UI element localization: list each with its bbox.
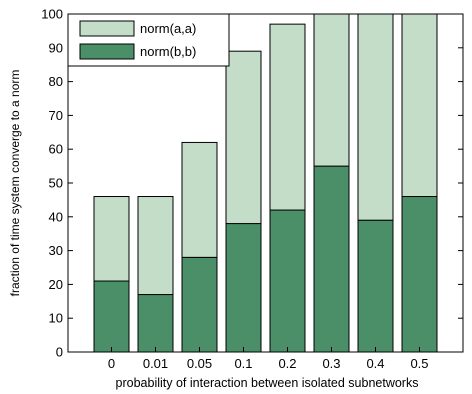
y-tick-label-2: 20 xyxy=(49,277,63,292)
x-tick-label-6: 0.4 xyxy=(366,356,384,371)
bar-norm-b-b-0 xyxy=(93,280,130,353)
bar-norm-a-a-4 xyxy=(269,23,306,211)
bar-norm-b-b-3 xyxy=(225,223,262,353)
bar-norm-a-a-5 xyxy=(313,13,350,167)
legend-label-norm-a-a: norm(a,a) xyxy=(140,21,196,36)
bar-norm-a-a-6 xyxy=(357,13,394,221)
x-tick-label-0: 0 xyxy=(108,356,115,371)
bar-norm-a-a-3 xyxy=(225,50,262,225)
bar-norm-b-b-5 xyxy=(313,165,350,353)
y-tick-label-8: 80 xyxy=(49,74,63,89)
bar-norm-a-a-1 xyxy=(137,196,174,296)
bar-norm-a-a-0 xyxy=(93,196,130,282)
x-tick-label-7: 0.5 xyxy=(410,356,428,371)
x-tick-label-1: 0.01 xyxy=(143,356,168,371)
y-axis: 0 10 20 30 40 50 60 70 80 90 100 xyxy=(41,7,463,360)
y-tick-label-10: 100 xyxy=(41,7,63,22)
x-tick-label-2: 0.05 xyxy=(187,356,212,371)
y-tick-label-9: 90 xyxy=(49,40,63,55)
x-axis: 0 0.01 0.05 0.1 0.2 0.3 0.4 0.5 xyxy=(108,347,429,371)
y-tick-label-3: 30 xyxy=(49,243,63,258)
x-tick-label-3: 0.1 xyxy=(234,356,252,371)
legend-swatch-norm-b-b xyxy=(79,43,135,60)
legend-label-norm-b-b: norm(b,b) xyxy=(140,44,196,59)
y-axis-label: fraction of time system converge to a no… xyxy=(8,70,22,297)
legend-swatch-norm-a-a xyxy=(79,20,135,37)
y-tick-label-7: 70 xyxy=(49,108,63,123)
y-tick-label-0: 0 xyxy=(56,345,63,360)
bar-norm-b-b-4 xyxy=(269,209,306,353)
bar-norm-b-b-1 xyxy=(137,294,174,353)
bar-norm-b-b-7 xyxy=(401,196,438,353)
bar-norm-b-b-6 xyxy=(357,219,394,353)
bar-norm-b-b-2 xyxy=(181,256,218,353)
bar-norm-a-a-7 xyxy=(401,13,438,198)
y-tick-label-4: 40 xyxy=(49,209,63,224)
x-tick-label-5: 0.3 xyxy=(322,356,340,371)
x-tick-label-4: 0.2 xyxy=(278,356,296,371)
y-tick-label-1: 10 xyxy=(49,311,63,326)
y-tick-label-5: 50 xyxy=(49,176,63,191)
bar-norm-a-a-2 xyxy=(181,141,218,258)
bars-layer xyxy=(93,13,438,353)
y-tick-label-6: 60 xyxy=(49,142,63,157)
legend: norm(a,a) norm(b,b) xyxy=(67,13,230,67)
x-axis-label: probability of interaction between isola… xyxy=(116,376,419,390)
